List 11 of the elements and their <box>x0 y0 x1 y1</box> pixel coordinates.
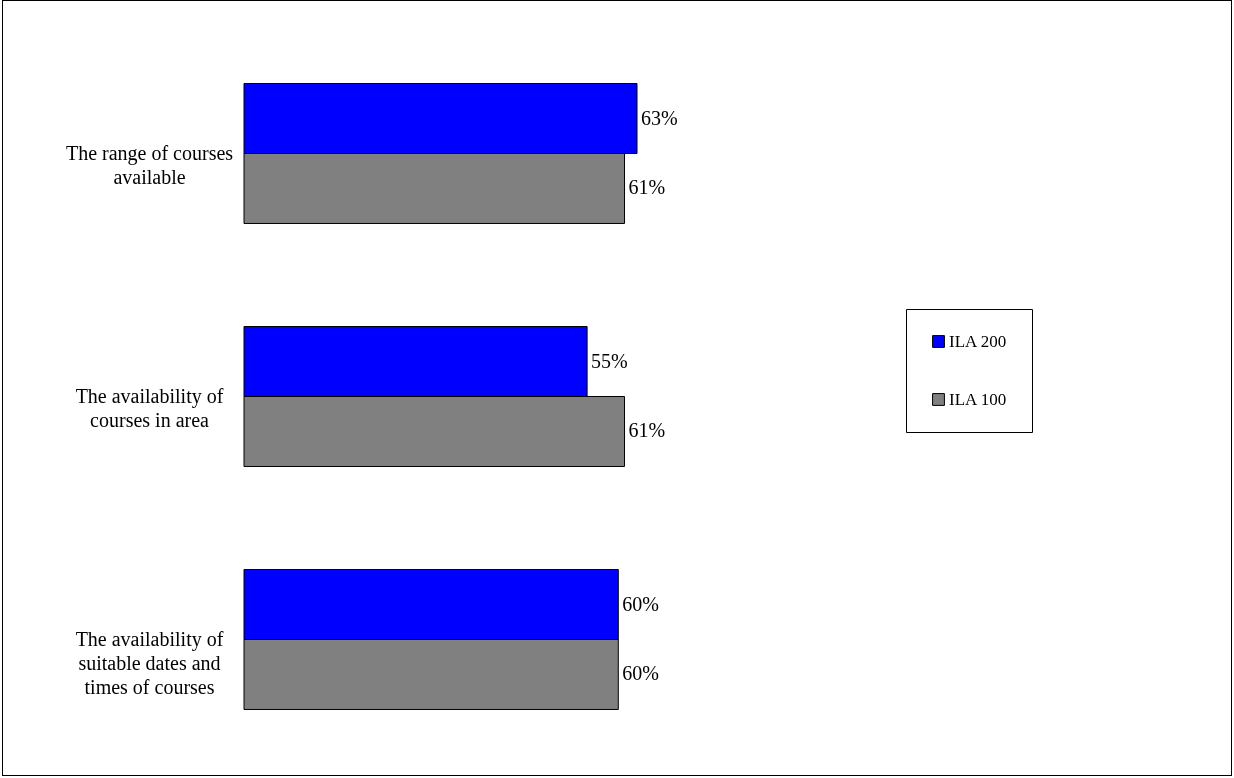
legend-label: ILA 100 <box>949 389 1007 409</box>
legend-label: ILA 200 <box>949 331 1007 351</box>
y-tick-label: The availability of suitable dates and times of courses <box>75 627 224 698</box>
y-tick-label: The availability of courses in area <box>75 384 224 431</box>
data-label: 61% <box>628 176 666 199</box>
data-label: 55% <box>591 349 628 372</box>
data-label: 60% <box>622 662 659 685</box>
data-label: 61% <box>628 419 666 442</box>
y-tick-label: The range of courses available <box>65 141 234 188</box>
data-label: 63% <box>641 106 678 129</box>
data-label: 60% <box>622 592 659 615</box>
